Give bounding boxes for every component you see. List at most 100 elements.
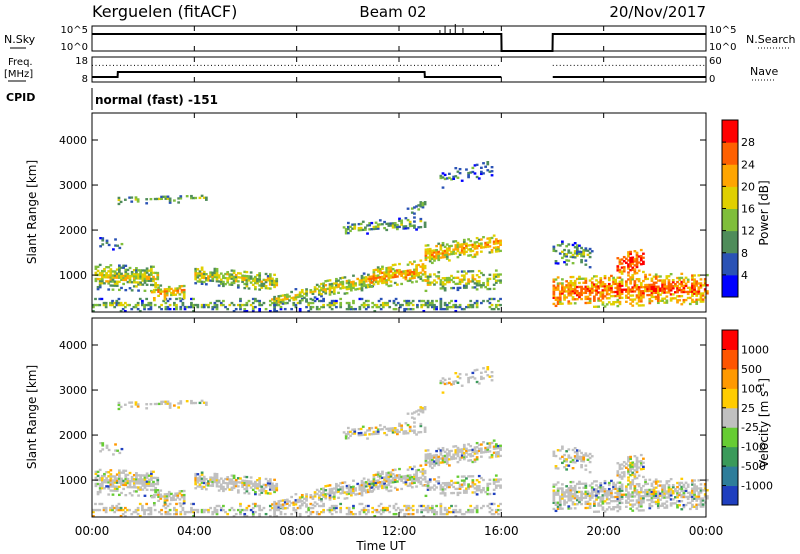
- heatmap-cell: [200, 280, 204, 283]
- heatmap-cell: [430, 506, 434, 510]
- heatmap-cell: [656, 496, 660, 499]
- heatmap-cell: [699, 282, 703, 285]
- heatmap-cell: [384, 508, 387, 512]
- heatmap-cell: [406, 263, 410, 266]
- heatmap-cell: [654, 275, 658, 278]
- heatmap-cell: [430, 510, 434, 514]
- heatmap-cell: [465, 451, 468, 454]
- heatmap-cell: [443, 492, 447, 495]
- heatmap-cell: [691, 505, 694, 509]
- heatmap-cell: [499, 243, 502, 246]
- heatmap-cell: [610, 284, 613, 288]
- colorbar-swatch: [722, 368, 738, 389]
- heatmap-cell: [492, 283, 496, 286]
- heatmap-cell: [465, 244, 468, 247]
- heatmap-cell: [273, 303, 276, 307]
- heatmap-cell: [121, 307, 125, 311]
- heatmap-cell: [381, 476, 384, 480]
- heatmap-cell: [149, 277, 153, 281]
- heatmap-cell: [416, 508, 419, 512]
- heatmap-cell: [584, 247, 588, 250]
- heatmap-cell: [222, 299, 225, 303]
- heatmap-cell: [571, 467, 575, 470]
- heatmap-cell: [372, 476, 376, 479]
- heatmap-cell: [419, 219, 423, 223]
- heatmap-cell: [120, 481, 123, 484]
- heatmap-cell: [567, 251, 571, 254]
- heatmap-cell: [115, 506, 119, 510]
- heatmap-cell: [439, 283, 443, 286]
- heatmap-cell: [582, 486, 586, 489]
- heatmap-cell: [682, 288, 686, 292]
- heatmap-cell: [588, 496, 592, 499]
- heatmap-cell: [421, 269, 425, 272]
- heatmap-cell: [419, 482, 423, 486]
- heatmap-cell: [484, 241, 488, 245]
- heatmap-cell: [439, 256, 443, 259]
- heatmap-cell: [554, 483, 558, 486]
- heatmap-cell: [96, 265, 100, 269]
- heatmap-cell: [492, 275, 496, 278]
- heatmap-cell: [582, 253, 586, 256]
- heatmap-cell: [375, 303, 379, 307]
- heatmap-cell: [435, 257, 438, 260]
- heatmap-cell: [667, 494, 671, 497]
- heatmap-cell: [573, 455, 577, 458]
- heatmap-cell: [484, 245, 488, 249]
- heatmap-cell: [118, 264, 121, 267]
- heatmap-cell: [480, 489, 483, 492]
- heatmap-cell: [177, 201, 181, 204]
- heatmap-cell: [398, 473, 401, 477]
- heatmap-cell: [102, 508, 106, 512]
- heatmap-cell: [120, 278, 123, 282]
- heatmap-cell: [582, 251, 586, 254]
- heatmap-cell: [249, 281, 253, 284]
- heatmap-cell: [132, 480, 136, 483]
- heatmap-cell: [422, 303, 426, 307]
- heatmap-cell: [222, 487, 225, 491]
- heatmap-cell: [601, 303, 605, 306]
- heatmap-cell: [271, 277, 274, 280]
- heatmap-cell: [145, 279, 149, 282]
- heatmap-cell: [494, 451, 498, 454]
- heatmap-cell: [580, 494, 583, 498]
- heatmap-cell: [588, 291, 592, 294]
- heatmap-cell: [473, 253, 477, 256]
- heatmap-cell: [130, 494, 134, 497]
- heatmap-cell: [584, 486, 588, 489]
- heatmap-cell: [480, 286, 483, 289]
- heatmap-cell: [661, 496, 664, 499]
- heatmap-cell: [136, 307, 140, 311]
- heatmap-cell: [484, 490, 488, 494]
- heatmap-cell: [674, 291, 677, 294]
- heatmap-cell: [624, 288, 628, 291]
- heatmap-cell: [458, 303, 462, 307]
- heatmap-cell: [635, 458, 639, 462]
- heatmap-cell: [115, 477, 119, 480]
- heatmap-cell: [443, 460, 447, 464]
- heatmap-cell: [124, 276, 128, 280]
- heatmap-cell: [328, 305, 332, 309]
- heatmap-cell: [388, 510, 392, 514]
- heatmap-cell: [620, 262, 624, 265]
- heatmap-cell: [423, 266, 427, 270]
- heatmap-cell: [180, 494, 184, 497]
- heatmap-cell: [352, 485, 355, 488]
- heatmap-cell: [251, 512, 255, 516]
- heatmap-cell: [268, 299, 272, 303]
- heatmap-cell: [458, 245, 462, 248]
- heatmap-cell: [445, 255, 449, 258]
- heatmap-cell: [426, 504, 430, 508]
- heatmap-cell: [122, 274, 126, 278]
- heatmap-cell: [415, 469, 418, 472]
- heatmap-cell: [639, 290, 643, 293]
- heatmap-cell: [575, 498, 579, 502]
- heatmap-cell: [266, 279, 270, 282]
- heatmap-cell: [652, 289, 656, 293]
- heatmap-cell: [393, 468, 397, 471]
- heatmap-cell: [219, 303, 223, 307]
- heatmap-cell: [490, 441, 494, 445]
- heatmap-cell: [266, 484, 270, 487]
- heatmap-cell: [346, 225, 350, 229]
- heatmap-cell: [109, 274, 113, 277]
